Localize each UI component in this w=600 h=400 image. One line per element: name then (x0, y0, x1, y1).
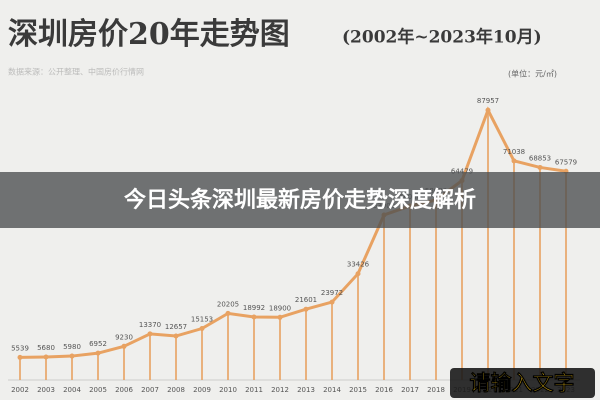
data-label: 15153 (191, 316, 213, 324)
x-tick-label: 2003 (37, 386, 55, 394)
chart-subtitle: (2002年~2023年10月) (342, 27, 542, 48)
point (329, 299, 335, 305)
x-tick-label: 2016 (375, 386, 393, 394)
x-tick-label: 2018 (427, 386, 445, 394)
data-label: 67579 (555, 158, 577, 166)
unit: (单位：元/㎡) (508, 69, 557, 79)
x-tick-label: 2017 (401, 386, 419, 394)
watermark: 请输入文字 (470, 371, 575, 395)
source: 数据来源：公开整理、中国房价行情网 (8, 67, 144, 77)
data-label: 18992 (243, 304, 265, 312)
data-label: 5980 (63, 343, 81, 351)
point (173, 333, 179, 339)
point (121, 343, 127, 349)
watermark-bg (450, 368, 595, 398)
data-label: 87957 (477, 97, 499, 105)
point (69, 353, 75, 359)
x-tick-label: 2012 (271, 386, 289, 394)
x-tick-label: 2013 (297, 386, 315, 394)
point (355, 271, 361, 277)
point (199, 326, 205, 332)
x-tick-label: 2009 (193, 386, 211, 394)
point (251, 314, 257, 320)
x-tick-label: 2010 (219, 386, 237, 394)
point (303, 306, 309, 312)
data-label: 20205 (217, 300, 239, 308)
point (485, 107, 491, 113)
data-label: 21601 (295, 296, 317, 304)
point (511, 158, 517, 164)
x-tick-label: 2014 (323, 386, 341, 394)
chart-title: 深圳房价20年走势图 (8, 17, 290, 52)
data-label: 5680 (37, 344, 55, 352)
data-label: 9230 (115, 333, 133, 341)
data-label: 23972 (321, 289, 343, 297)
point (277, 314, 283, 320)
point (225, 310, 231, 316)
point (147, 331, 153, 337)
data-label: 33426 (347, 261, 370, 269)
x-tick-label: 2004 (63, 386, 81, 394)
point (95, 350, 101, 356)
banner-bg (0, 172, 600, 228)
x-tick-label: 2006 (115, 386, 133, 394)
data-label: 6952 (89, 340, 107, 348)
data-label: 18900 (269, 304, 291, 312)
point (17, 354, 23, 360)
data-label: 5539 (11, 344, 29, 352)
data-label: 71038 (503, 148, 525, 156)
x-tick-label: 2005 (89, 386, 107, 394)
data-label: 12657 (165, 323, 187, 331)
x-tick-label: 2002 (11, 386, 29, 394)
data-label: 13370 (139, 321, 161, 329)
point (537, 164, 543, 170)
x-tick-label: 2015 (349, 386, 367, 394)
x-tick-label: 2011 (245, 386, 263, 394)
plot: 5539 2002 5680 2003 5980 2004 6952 2005 9230 2006… (11, 97, 577, 394)
data-label: 68853 (529, 154, 551, 162)
point (43, 354, 49, 360)
x-tick-label: 2008 (167, 386, 185, 394)
banner: 今日头条深圳最新房价走势深度解析 (124, 187, 476, 213)
data-label: 64479 (451, 168, 473, 176)
line (19, 106, 567, 359)
x-tick-label: 2007 (141, 386, 159, 394)
